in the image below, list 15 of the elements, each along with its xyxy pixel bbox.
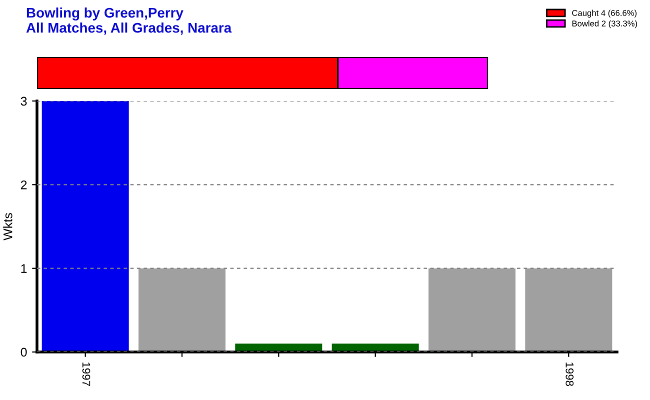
y-tick-label: 2 bbox=[20, 180, 27, 190]
y-tick-label: 0 bbox=[20, 348, 27, 357]
x-tick-label: 1997 bbox=[82, 362, 90, 386]
bar bbox=[42, 101, 129, 352]
y-axis-title: Wkts bbox=[3, 213, 12, 240]
y-tick-label: 3 bbox=[20, 96, 27, 106]
x-tick-label: 1998 bbox=[566, 362, 574, 386]
legend-label: Bowled 2 (33.3%) bbox=[572, 20, 637, 28]
legend-label: Caught 4 (66.6%) bbox=[572, 10, 637, 18]
bar bbox=[525, 268, 612, 352]
y-tick-label: 1 bbox=[21, 264, 27, 273]
chart-title: Bowling by Green,Perry bbox=[26, 7, 184, 21]
bar bbox=[428, 268, 516, 352]
bar bbox=[138, 268, 226, 352]
chart-subtitle: All Matches, All Grades, Narara bbox=[26, 22, 232, 35]
